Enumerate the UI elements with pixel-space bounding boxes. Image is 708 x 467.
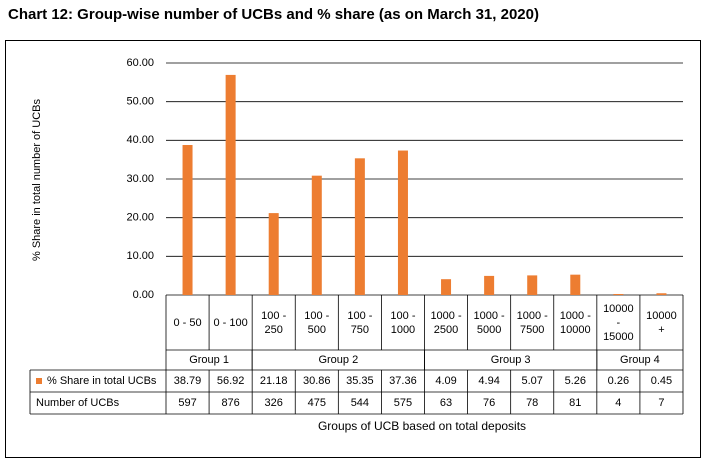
table-value: 5.26: [564, 375, 586, 387]
bar: [527, 275, 538, 295]
y-tick-label: 40.00: [126, 134, 154, 146]
table-value: 38.79: [173, 375, 202, 387]
x-tick-label: 100 - 500: [304, 309, 330, 336]
x-tick-label: 100 - 1000: [390, 309, 416, 336]
chart-frame: [5, 40, 701, 458]
table-value: 0.26: [607, 375, 630, 387]
x-tick-label: 10000 - 15000: [603, 302, 634, 343]
y-axis-label: % Share in total number of UCBs: [31, 98, 43, 261]
bar: [311, 175, 322, 295]
legend-swatch: [36, 378, 42, 384]
legend-label: % Share in total UCBs: [47, 375, 157, 387]
table-value: 78: [526, 397, 539, 409]
table-value: 35.35: [346, 375, 374, 387]
table-value: 63: [439, 397, 453, 409]
table-value: 4.09: [435, 375, 457, 387]
table-value: 37.36: [389, 375, 417, 387]
bar: [397, 150, 408, 295]
bar: [268, 213, 279, 295]
y-tick-label: 30.00: [126, 173, 154, 185]
table-value: 21.18: [259, 375, 288, 387]
x-axis-label: Groups of UCB based on total deposits: [318, 419, 526, 433]
bar: [656, 293, 667, 295]
bar: [182, 145, 193, 295]
table-value: 4: [615, 397, 622, 409]
x-tick-label: 1000 - 7500: [516, 309, 548, 336]
legend-entry: % Share in total UCBs: [30, 370, 166, 392]
table-value: 81: [569, 397, 582, 409]
table-value: 597: [178, 397, 197, 409]
table-value: 544: [350, 397, 370, 409]
x-tick-label: 10000 +: [646, 309, 677, 336]
bar: [570, 274, 581, 295]
table-value: 76: [482, 397, 496, 409]
y-tick-label: 0.00: [133, 289, 154, 301]
table-value: 4.94: [478, 375, 500, 387]
x-tick-label: 100 - 250: [261, 309, 287, 336]
x-tick-label: 100 - 750: [347, 309, 373, 336]
x-tick-label: 1000 - 5000: [473, 309, 505, 336]
x-tick-label: 0 - 100: [213, 316, 248, 329]
x-tick-label: 0 - 50: [173, 316, 202, 329]
y-tick-label: 50.00: [126, 96, 154, 108]
table-value: 56.92: [216, 375, 245, 387]
x-tick-label: 1000 - 2500: [430, 309, 462, 336]
y-tick-label: 10.00: [126, 250, 154, 262]
y-tick-label: 60.00: [126, 57, 154, 69]
group-label: Group 4: [620, 354, 660, 366]
bar: [225, 74, 236, 295]
group-label: Group 1: [189, 354, 229, 366]
group-label: Group 3: [490, 354, 531, 366]
x-tick-label: 1000 - 10000: [559, 309, 591, 336]
bar: [484, 275, 495, 295]
bar: [613, 293, 624, 295]
table-value: 876: [221, 397, 240, 409]
table-value: 30.86: [303, 375, 331, 387]
table-value: 7: [658, 397, 665, 409]
table-value: 0.45: [650, 375, 673, 387]
table-value: 326: [264, 397, 283, 409]
group-label: Group 2: [318, 354, 359, 366]
y-tick-label: 20.00: [126, 212, 154, 224]
table-value: 575: [393, 397, 413, 409]
chart-title: Chart 12: Group-wise number of UCBs and …: [8, 6, 539, 23]
bar: [354, 158, 365, 295]
row-label: Number of UCBs: [36, 397, 120, 409]
table-value: 475: [307, 397, 326, 409]
table-value: 5.07: [521, 375, 543, 387]
bar: [441, 279, 452, 295]
